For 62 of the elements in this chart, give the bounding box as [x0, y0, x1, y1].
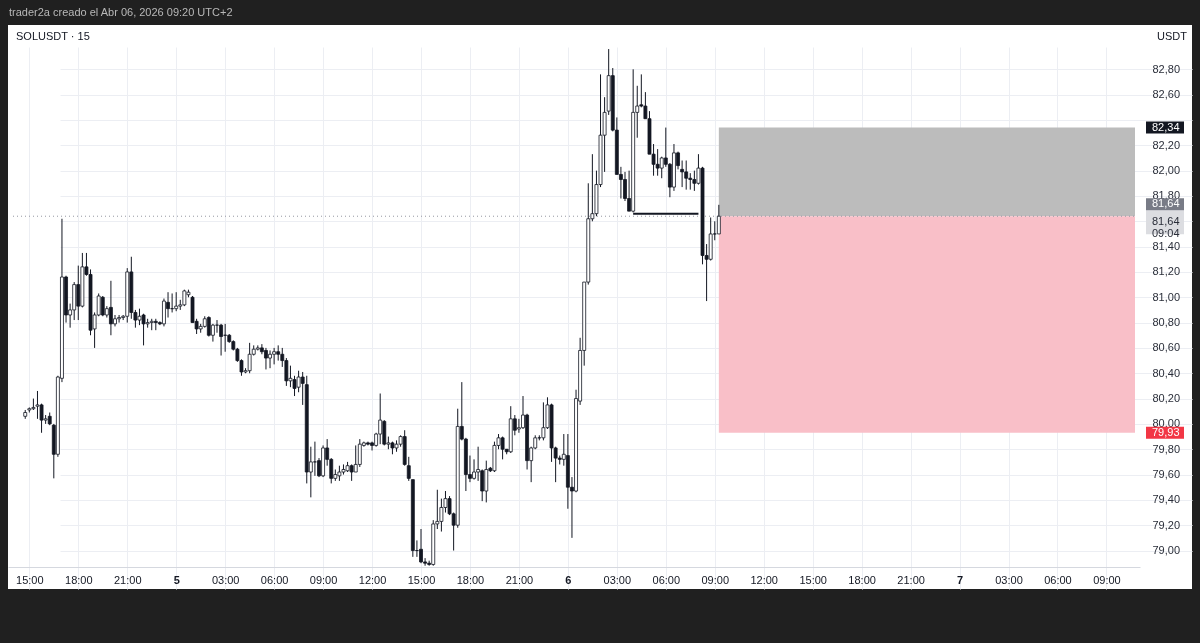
candlestick: [219, 323, 223, 357]
y-tick-label: 80,20: [1152, 392, 1181, 405]
x-tick-label: 03:00: [603, 573, 632, 586]
x-tick-label: 12:00: [358, 573, 387, 586]
y-tick-label: 79,00: [1152, 544, 1181, 557]
y-tick-label: 80,60: [1152, 341, 1181, 354]
candlestick: [378, 393, 383, 445]
candlestick: [655, 148, 660, 177]
x-tick-label: 6: [565, 573, 572, 586]
y-tick-label: 80,40: [1152, 366, 1181, 379]
x-tick-label: 21:00: [505, 573, 534, 586]
x-tick-label: 15:00: [407, 573, 436, 586]
y-tick-label: 82,00: [1152, 164, 1181, 177]
x-tick-label: 15:00: [799, 573, 827, 586]
y-axis-title: USDT: [1157, 30, 1188, 42]
x-tick-label: 03:00: [995, 573, 1023, 586]
y-tick-label: 82,80: [1152, 62, 1181, 75]
y-tick-label: 79,40: [1152, 493, 1181, 506]
candlestick: [76, 265, 81, 321]
y-tick-label: 81,00: [1152, 290, 1181, 303]
candlestick: [264, 347, 268, 370]
x-tick-label: 18:00: [848, 573, 876, 586]
x-tick-label: 21:00: [113, 573, 142, 586]
y-tick-label: 79,20: [1152, 518, 1181, 531]
band-label: 82,34: [1152, 120, 1180, 133]
chart-title: SOLUSDT · 15: [16, 30, 90, 42]
y-tick-label: 79,60: [1152, 468, 1181, 481]
x-tick-label: 18:00: [456, 573, 485, 586]
candlestick: [684, 160, 689, 191]
x-tick-label: 06:00: [652, 573, 681, 586]
x-tick-label: 5: [173, 573, 180, 586]
x-tick-label: 15:00: [16, 573, 44, 586]
ref-line-label: 81,64 09:04: [1152, 215, 1180, 240]
x-tick-label: 09:00: [701, 573, 730, 586]
candlestick: [35, 390, 40, 420]
candlestick: [716, 204, 721, 235]
x-tick-label: 21:00: [897, 573, 925, 586]
x-tick-label: 06:00: [260, 573, 289, 586]
x-tick-label: 7: [957, 573, 964, 586]
candlestick: [541, 401, 546, 441]
x-tick-label: 09:00: [1093, 573, 1121, 586]
x-tick-label: 18:00: [65, 573, 93, 586]
x-tick-label: 06:00: [1044, 573, 1072, 586]
candlestick: [419, 528, 423, 564]
y-tick-label: 79,80: [1152, 442, 1181, 455]
candlestick: [268, 349, 272, 369]
y-tick-label: 81,40: [1152, 240, 1181, 253]
y-tick-label: 82,20: [1152, 138, 1181, 151]
y-tick-label: 82,60: [1152, 88, 1181, 101]
candlestick: [215, 319, 219, 334]
x-tick-label: 03:00: [211, 573, 240, 586]
x-tick-label: 12:00: [750, 573, 778, 586]
candlestick: [141, 313, 146, 346]
candlestick: [117, 314, 121, 324]
candlestick: [272, 347, 277, 365]
y-tick-label: 80,80: [1152, 316, 1181, 329]
y-tick-label: 81,20: [1152, 265, 1181, 278]
candlestick: [692, 170, 697, 192]
candlestick: [313, 441, 317, 477]
x-tick-label: 09:00: [309, 573, 338, 586]
candlestick: [109, 280, 113, 336]
text: trader2a creado el Abr 06, 2026 09:20 UTC+2: [9, 6, 233, 18]
